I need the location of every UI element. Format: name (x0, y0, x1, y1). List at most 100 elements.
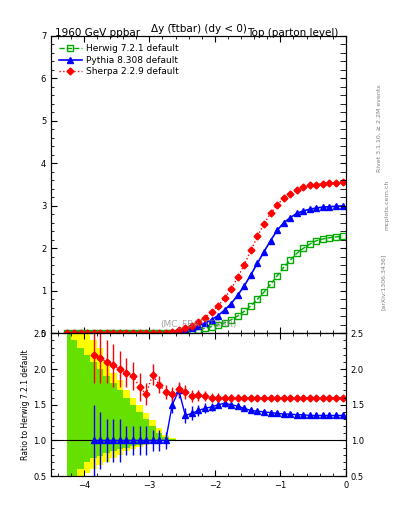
Y-axis label: Ratio to Herwig 7.2.1 default: Ratio to Herwig 7.2.1 default (21, 350, 30, 460)
Pythia 8.308 default (222, 307, 227, 313)
Herwig 7.2.1 default (321, 236, 325, 242)
Sherpa 2.2.9 default (78, 330, 83, 336)
Pythia 8.308 default (327, 204, 332, 210)
Herwig 7.2.1 default (111, 330, 116, 336)
Pythia 8.308 default (196, 323, 201, 329)
Sherpa 2.2.9 default (170, 329, 174, 335)
Pythia 8.308 default (281, 220, 286, 226)
Pythia 8.308 default (216, 312, 220, 318)
Pythia 8.308 default (307, 206, 312, 212)
Sherpa 2.2.9 default (321, 181, 325, 187)
Sherpa 2.2.9 default (216, 303, 220, 309)
Pythia 8.308 default (183, 327, 188, 333)
Herwig 7.2.1 default (314, 238, 319, 244)
Herwig 7.2.1 default (163, 330, 168, 336)
Line: Sherpa 2.2.9 default: Sherpa 2.2.9 default (65, 180, 345, 336)
Herwig 7.2.1 default (327, 234, 332, 241)
Pythia 8.308 default (268, 238, 273, 244)
Herwig 7.2.1 default (157, 330, 162, 336)
Pythia 8.308 default (144, 330, 149, 336)
Herwig 7.2.1 default (209, 324, 214, 330)
Sherpa 2.2.9 default (275, 202, 279, 208)
Herwig 7.2.1 default (334, 234, 338, 240)
Sherpa 2.2.9 default (91, 330, 96, 336)
Sherpa 2.2.9 default (157, 330, 162, 336)
Pythia 8.308 default (98, 330, 103, 336)
Pythia 8.308 default (321, 204, 325, 210)
Pythia 8.308 default (170, 329, 174, 335)
Herwig 7.2.1 default (118, 330, 122, 336)
Herwig 7.2.1 default (248, 303, 253, 309)
Herwig 7.2.1 default (65, 330, 70, 336)
Pythia 8.308 default (130, 330, 135, 336)
Legend: Herwig 7.2.1 default, Pythia 8.308 default, Sherpa 2.2.9 default: Herwig 7.2.1 default, Pythia 8.308 defau… (55, 40, 183, 80)
Herwig 7.2.1 default (98, 330, 103, 336)
Pythia 8.308 default (111, 330, 116, 336)
Title: Δy (t̅tbar) (dy < 0): Δy (t̅tbar) (dy < 0) (151, 24, 246, 34)
Herwig 7.2.1 default (203, 325, 208, 331)
Sherpa 2.2.9 default (327, 180, 332, 186)
Herwig 7.2.1 default (229, 317, 233, 323)
Pythia 8.308 default (91, 330, 96, 336)
Text: (MC_FBA_TTBAR): (MC_FBA_TTBAR) (160, 319, 237, 328)
Herwig 7.2.1 default (222, 319, 227, 326)
Sherpa 2.2.9 default (105, 330, 109, 336)
Herwig 7.2.1 default (137, 330, 142, 336)
Sherpa 2.2.9 default (255, 233, 260, 240)
Herwig 7.2.1 default (85, 330, 90, 336)
Herwig 7.2.1 default (235, 313, 240, 319)
Sherpa 2.2.9 default (301, 184, 306, 190)
Pythia 8.308 default (340, 203, 345, 209)
Herwig 7.2.1 default (124, 330, 129, 336)
Herwig 7.2.1 default (78, 330, 83, 336)
Pythia 8.308 default (294, 210, 299, 217)
Sherpa 2.2.9 default (85, 330, 90, 336)
Sherpa 2.2.9 default (268, 210, 273, 217)
Sherpa 2.2.9 default (334, 180, 338, 186)
Sherpa 2.2.9 default (111, 330, 116, 336)
Pythia 8.308 default (176, 328, 181, 334)
Herwig 7.2.1 default (150, 330, 155, 336)
Pythia 8.308 default (262, 249, 266, 255)
Pythia 8.308 default (203, 320, 208, 326)
Herwig 7.2.1 default (105, 330, 109, 336)
Pythia 8.308 default (118, 330, 122, 336)
Pythia 8.308 default (229, 301, 233, 307)
Sherpa 2.2.9 default (229, 286, 233, 292)
Herwig 7.2.1 default (294, 250, 299, 257)
Pythia 8.308 default (235, 292, 240, 298)
Sherpa 2.2.9 default (288, 191, 292, 197)
Sherpa 2.2.9 default (150, 330, 155, 336)
Sherpa 2.2.9 default (130, 330, 135, 336)
Herwig 7.2.1 default (262, 289, 266, 295)
Text: mcplots.cern.ch: mcplots.cern.ch (385, 180, 389, 230)
Pythia 8.308 default (105, 330, 109, 336)
Sherpa 2.2.9 default (307, 182, 312, 188)
Sherpa 2.2.9 default (196, 319, 201, 325)
Sherpa 2.2.9 default (209, 309, 214, 315)
Sherpa 2.2.9 default (242, 262, 247, 268)
Text: 1960 GeV ppbar: 1960 GeV ppbar (55, 28, 140, 38)
Pythia 8.308 default (248, 272, 253, 278)
Sherpa 2.2.9 default (189, 323, 194, 329)
Pythia 8.308 default (163, 330, 168, 336)
Pythia 8.308 default (124, 330, 129, 336)
Line: Pythia 8.308 default: Pythia 8.308 default (65, 203, 345, 336)
Herwig 7.2.1 default (216, 322, 220, 328)
Sherpa 2.2.9 default (118, 330, 122, 336)
Sherpa 2.2.9 default (144, 330, 149, 336)
Herwig 7.2.1 default (288, 257, 292, 263)
Herwig 7.2.1 default (91, 330, 96, 336)
Pythia 8.308 default (157, 330, 162, 336)
Pythia 8.308 default (65, 330, 70, 336)
Line: Herwig 7.2.1 default: Herwig 7.2.1 default (65, 233, 345, 336)
Herwig 7.2.1 default (242, 308, 247, 314)
Sherpa 2.2.9 default (98, 330, 103, 336)
Pythia 8.308 default (242, 283, 247, 289)
Pythia 8.308 default (334, 203, 338, 209)
Sherpa 2.2.9 default (222, 295, 227, 301)
Sherpa 2.2.9 default (248, 247, 253, 253)
Text: Top (parton level): Top (parton level) (246, 28, 338, 38)
Sherpa 2.2.9 default (163, 330, 168, 336)
Pythia 8.308 default (314, 205, 319, 211)
